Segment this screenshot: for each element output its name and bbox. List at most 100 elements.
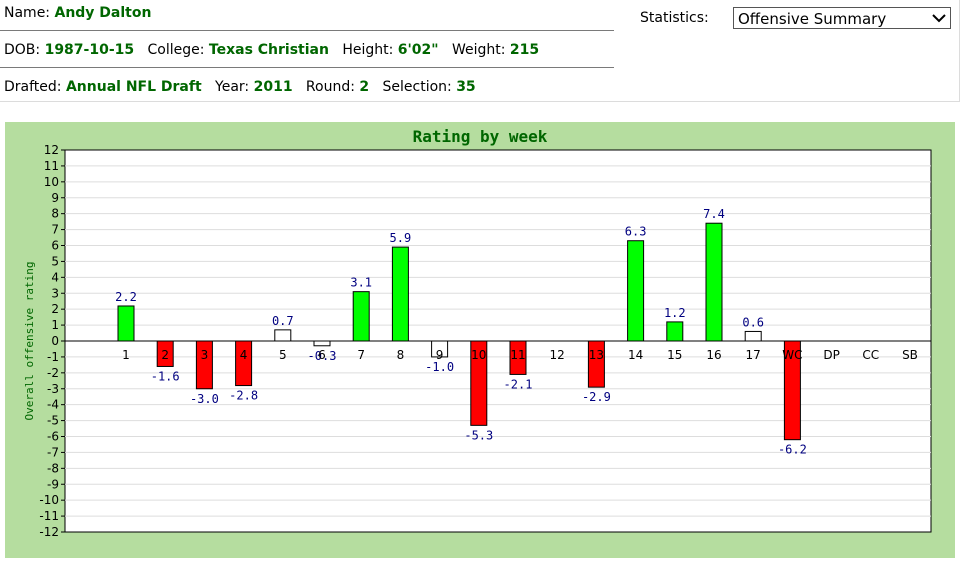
divider (0, 67, 614, 68)
bar (391, 246, 409, 342)
y-tick-label: -7 (47, 445, 59, 459)
x-tick-label: DP (823, 348, 839, 362)
x-tick-label: 6 (318, 348, 326, 362)
x-tick-label: 11 (510, 348, 525, 362)
data-label: -6.2 (778, 443, 807, 457)
player-info-panel: Name: Andy Dalton DOB: 1987-10-15 Colleg… (0, 0, 960, 102)
bar (509, 340, 527, 375)
y-tick-label: 7 (51, 223, 59, 237)
year-label: Year: (215, 79, 250, 95)
data-label: -2.8 (229, 389, 258, 403)
y-tick-label: 9 (51, 191, 59, 205)
statistics-select[interactable]: Offensive Summary (733, 7, 951, 29)
y-tick-label: 8 (51, 207, 59, 221)
x-tick-label: 5 (279, 348, 287, 362)
x-tick-label: WC (782, 348, 802, 362)
bar (783, 340, 801, 441)
statistics-selected-value: Offensive Summary (738, 10, 887, 28)
weight-label: Weight: (451, 42, 506, 58)
bar (274, 329, 292, 342)
y-tick-label: -1 (47, 350, 59, 364)
y-tick-label: 11 (44, 159, 59, 173)
y-tick-label: -3 (47, 382, 59, 396)
chevron-down-icon (932, 14, 946, 23)
y-tick-label: -6 (47, 430, 59, 444)
y-tick-label: -9 (47, 477, 59, 491)
x-tick-label: SB (902, 348, 918, 362)
bar (705, 222, 723, 342)
bar (470, 340, 488, 426)
bar (117, 305, 135, 342)
x-tick-label: 7 (357, 348, 365, 362)
draft-row: Drafted: Annual NFL Draft Year: 2011 Rou… (4, 79, 476, 95)
x-tick-label: 16 (706, 348, 721, 362)
y-tick-label: -2 (47, 366, 59, 380)
y-tick-label: -12 (39, 525, 59, 539)
y-tick-label: -11 (39, 509, 59, 523)
data-label: -1.0 (425, 360, 454, 374)
y-tick-label: 0 (51, 334, 59, 348)
x-tick-label: 8 (397, 348, 405, 362)
x-tick-label: 12 (550, 348, 565, 362)
x-tick-label: 3 (201, 348, 209, 362)
selection-value: 35 (456, 79, 476, 95)
x-tick-label: 4 (240, 348, 248, 362)
dob-label: DOB: (4, 42, 41, 58)
college-value: Texas Christian (208, 42, 329, 58)
chart-title: Rating by week (413, 127, 548, 146)
name-row: Name: Andy Dalton (4, 5, 151, 21)
dob-value: 1987-10-15 (44, 42, 135, 58)
y-tick-label: -10 (39, 493, 59, 507)
chart-container: -12 -11 -10 -9 -8 -7 -6 -5 -4 -3 -2 -1 0 1 2 3 4 5 6 7 8 9 10 1… (5, 122, 955, 558)
rating-chart: -12-11-10-9-8-7-6-5-4-3-2-10123456789101… (23, 127, 932, 539)
bar (666, 321, 684, 342)
bar (235, 340, 253, 387)
x-tick-label: 13 (589, 348, 604, 362)
data-label: 5.9 (390, 231, 412, 245)
college-label: College: (147, 42, 205, 58)
y-tick-label: 12 (44, 143, 59, 157)
y-tick-label: 5 (51, 254, 59, 268)
x-tick-label: 1 (122, 348, 130, 362)
y-axis-label: Overall offensive rating (23, 262, 36, 421)
selection-label: Selection: (382, 79, 452, 95)
bar (156, 340, 174, 367)
y-tick-label: -8 (47, 461, 59, 475)
x-tick-label: 17 (746, 348, 761, 362)
x-tick-label: 10 (471, 348, 486, 362)
x-tick-label: 15 (667, 348, 682, 362)
bar (313, 340, 331, 347)
data-label: 0.6 (742, 315, 764, 329)
name-label: Name: (4, 5, 51, 21)
round-value: 2 (359, 79, 370, 95)
data-label: 2.2 (115, 290, 137, 304)
player-name: Andy Dalton (54, 5, 152, 21)
height-value: 6'02" (397, 42, 439, 58)
data-label: 1.2 (664, 306, 686, 320)
drafted-value: Annual NFL Draft (65, 79, 202, 95)
year-value: 2011 (253, 79, 293, 95)
data-label: -1.6 (151, 369, 180, 383)
bar (627, 240, 645, 342)
bar (352, 291, 370, 342)
bar (431, 340, 449, 358)
data-label: -2.9 (582, 390, 611, 404)
bar (587, 340, 605, 388)
data-label: 3.1 (350, 276, 372, 290)
data-label: -3.0 (190, 392, 219, 406)
data-label: -2.1 (504, 377, 533, 391)
data-label: 0.7 (272, 314, 294, 328)
height-label: Height: (342, 42, 394, 58)
bar (195, 340, 213, 390)
round-label: Round: (305, 79, 355, 95)
y-tick-label: 2 (51, 302, 59, 316)
bio-row: DOB: 1987-10-15 College: Texas Christian… (4, 42, 539, 58)
divider (0, 30, 614, 31)
drafted-label: Drafted: (4, 79, 62, 95)
y-tick-label: -4 (47, 398, 59, 412)
y-tick-label: 1 (51, 318, 59, 332)
weight-value: 215 (509, 42, 540, 58)
data-label: 7.4 (703, 207, 725, 221)
y-tick-label: 10 (44, 175, 59, 189)
data-label: -5.3 (464, 428, 493, 442)
